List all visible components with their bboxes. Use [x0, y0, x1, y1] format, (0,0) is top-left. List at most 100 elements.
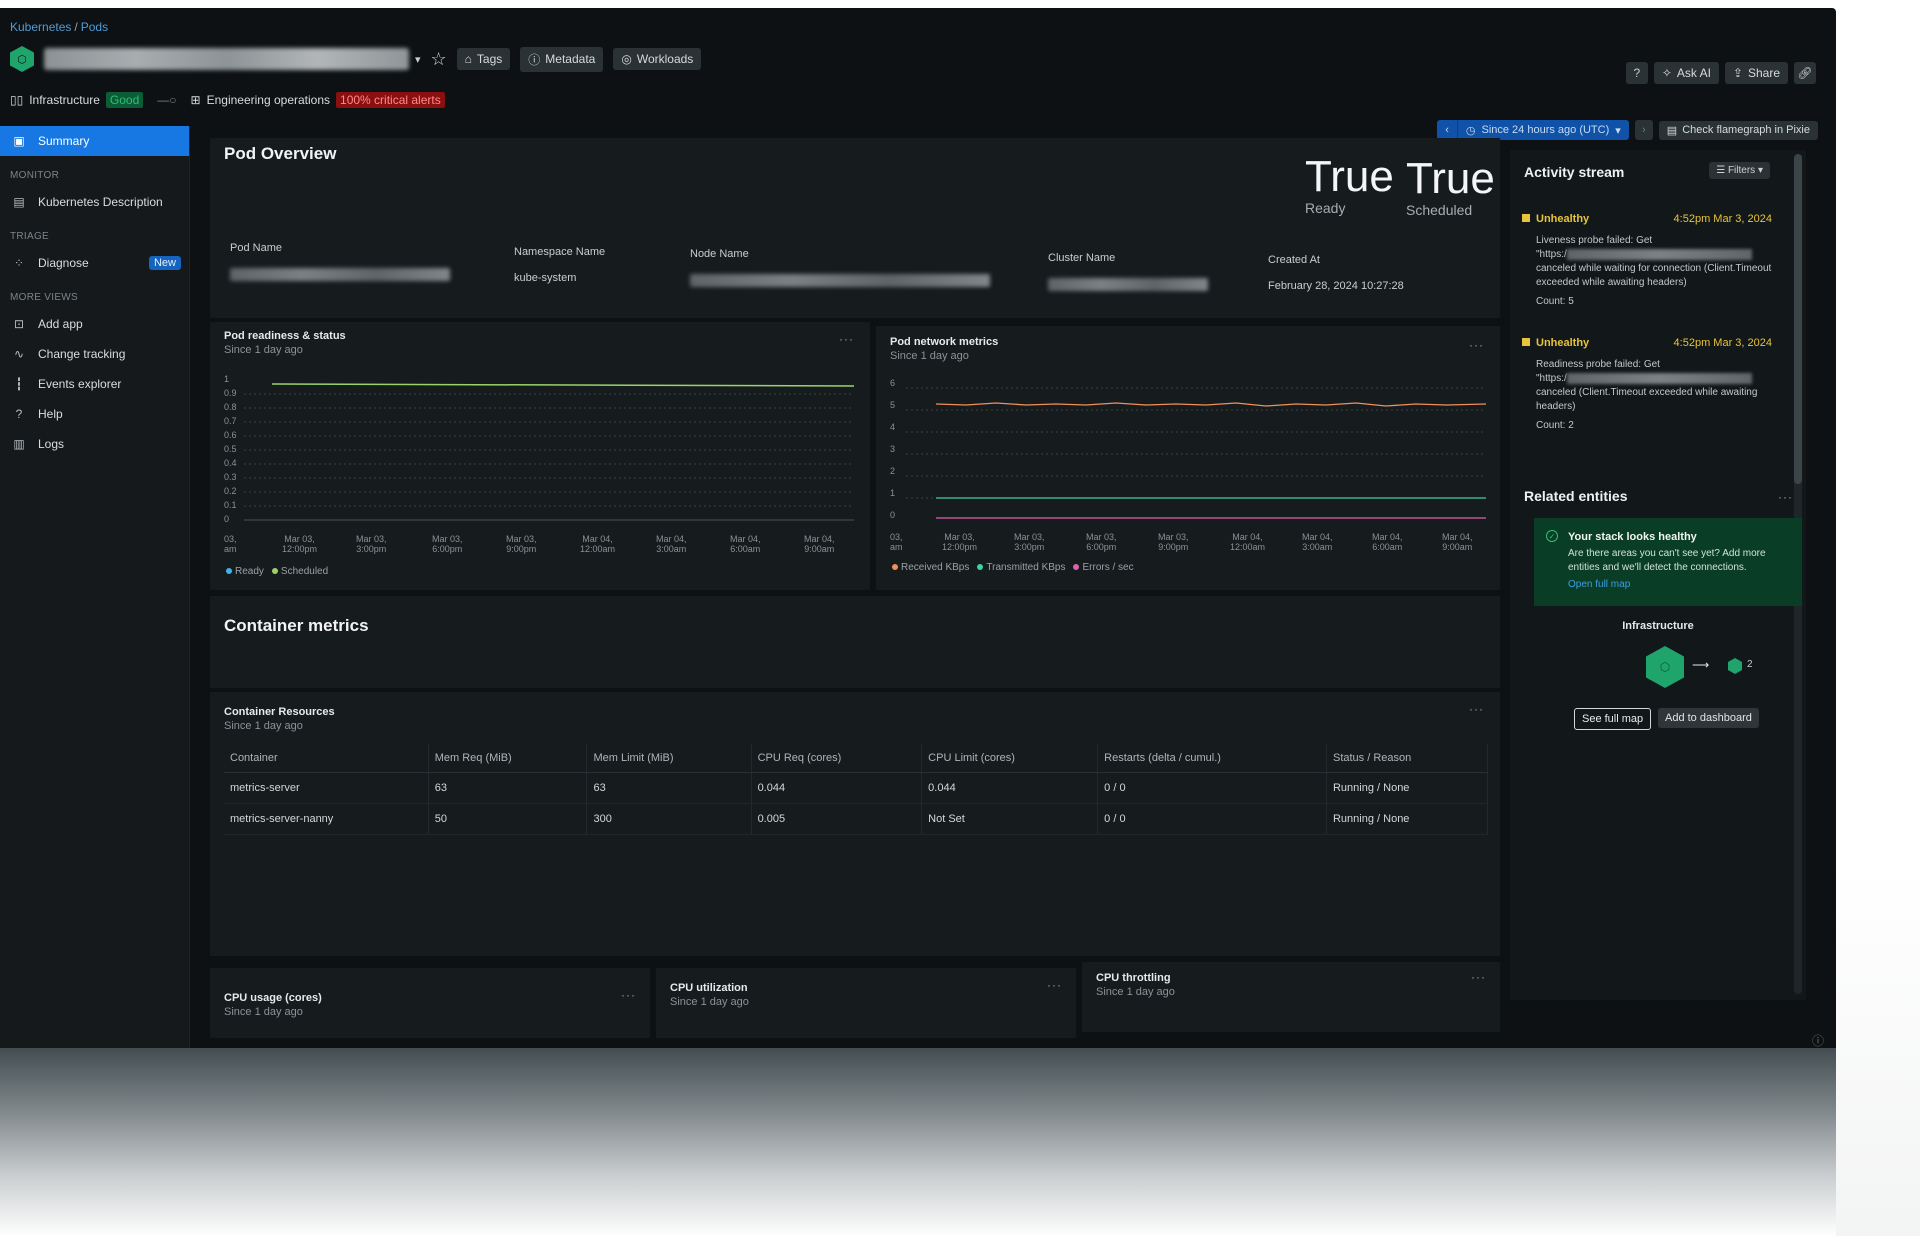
logs-icon: ▥ [13, 437, 25, 451]
events-icon: ┇ [15, 377, 23, 391]
readiness-line-chart [244, 383, 854, 521]
activity-event[interactable]: Unhealthy 4:52pm Mar 3, 2024 Liveness pro… [1522, 212, 1772, 309]
legend-scheduled[interactable]: Scheduled [271, 566, 328, 577]
workload-grid-icon: ⊞ [190, 93, 201, 107]
col-status[interactable]: Status / Reason [1326, 744, 1489, 773]
table-header-row: Container Mem Req (MiB) Mem Limit (MiB) … [224, 744, 1489, 773]
help-button[interactable]: ? [1625, 62, 1648, 84]
add-to-dashboard-button[interactable]: Add to dashboard [1658, 708, 1759, 728]
warning-square-icon [1522, 338, 1530, 346]
pod-name-redacted [230, 268, 450, 281]
share-button[interactable]: ⇪ Share [1724, 62, 1788, 84]
info-icon[interactable]: ⓘ [1811, 1034, 1824, 1048]
infra-status-badge: Good [105, 92, 144, 108]
url-redacted [1566, 248, 1752, 260]
sidebar-item-summary[interactable]: ▣ Summary [0, 126, 189, 156]
legend-transmitted[interactable]: Transmitted KBps [977, 562, 1065, 573]
namespace-field: Namespace Name kube-system [514, 246, 606, 284]
scheduled-stat: True Scheduled [1406, 154, 1495, 218]
infrastructure-map-label: Infrastructure [1622, 620, 1694, 632]
infrastructure-label[interactable]: Infrastructure [29, 93, 100, 107]
breadcrumb: Kubernetes / Pods [10, 20, 109, 34]
related-count: 2 [1747, 659, 1753, 670]
open-full-map-link[interactable]: Open full map [1568, 579, 1631, 590]
filters-button[interactable]: ☰ Filters ▾ [1709, 162, 1770, 179]
sidebar-item-add-app[interactable]: ⊡ Add app [13, 317, 83, 331]
network-legend: Received KBps Transmitted KBps Errors / … [892, 562, 1134, 573]
activity-event[interactable]: Unhealthy 4:52pm Mar 3, 2024 Readiness pr… [1522, 336, 1772, 433]
table-row: metrics-server-nanny 50 300 0.005 Not Se… [224, 803, 1489, 835]
right-panel: Activity stream ☰ Filters ▾ Unhealthy 4:5… [1510, 150, 1806, 1000]
help-icon: ? [15, 407, 23, 421]
document-icon: ▤ [13, 195, 25, 209]
sidebar-item-logs[interactable]: ▥ Logs [13, 437, 65, 451]
workloads-button[interactable]: ◎ Workloads [613, 48, 702, 70]
chevron-down-icon[interactable]: ▾ [415, 53, 421, 66]
sidebar-item-change-tracking[interactable]: ∿ Change tracking [13, 347, 126, 361]
copy-link-button[interactable]: 🔗︎ [1794, 62, 1816, 84]
sparkle-icon: ✧ [1661, 66, 1672, 80]
node-name-field: Node Name [690, 248, 990, 287]
add-app-icon: ⊡ [13, 317, 25, 331]
widget-menu-button[interactable]: ··· [839, 332, 854, 346]
healthy-notice: ✓ Your stack looks healthy Are there are… [1534, 518, 1802, 606]
share-icon: ⇪ [1732, 66, 1743, 80]
workload-label[interactable]: Engineering operations [206, 93, 331, 107]
url-redacted [1566, 372, 1752, 384]
workloads-icon: ◎ [621, 52, 632, 66]
time-next-button[interactable]: › [1634, 120, 1653, 140]
app-window: Kubernetes / Pods ⬡ ▾ ☆ ⌂ Tags ⓘ Metadata ◎ W… [0, 8, 1836, 1048]
legend-errors[interactable]: Errors / sec [1073, 562, 1134, 573]
related-entity-icon[interactable] [1728, 658, 1742, 674]
col-cpu-req[interactable]: CPU Req (cores) [751, 744, 923, 773]
ask-ai-button[interactable]: ✧ Ask AI [1653, 62, 1719, 84]
time-picker[interactable]: ‹ ◷ Since 24 hours ago (UTC) ▾ [1437, 120, 1629, 140]
col-container[interactable]: Container [224, 744, 429, 773]
col-restarts[interactable]: Restarts (delta / cumul.) [1097, 744, 1327, 773]
connector-icon: —○ [157, 93, 177, 107]
metadata-button[interactable]: ⓘ Metadata [520, 46, 604, 72]
entity-title-row: ⬡ ▾ ☆ ⌂ Tags ⓘ Metadata ◎ Workloads [10, 44, 702, 74]
widget-menu-button[interactable]: ··· [1471, 970, 1486, 984]
col-cpu-limit[interactable]: CPU Limit (cores) [921, 744, 1099, 773]
related-menu-button[interactable]: ··· [1778, 490, 1793, 504]
pod-overview-panel: Pod Overview True Ready True Scheduled P… [210, 138, 1500, 318]
activity-stream-title: Activity stream [1524, 164, 1625, 180]
node-name-redacted [690, 274, 990, 287]
ready-stat: True Ready [1305, 152, 1394, 216]
widget-menu-button[interactable]: ··· [621, 988, 636, 1002]
container-metrics-title: Container metrics [224, 616, 369, 635]
pod-entity-icon[interactable]: ⬡ [1646, 646, 1684, 688]
sidebar-item-diagnose[interactable]: ⁘ Diagnose New [0, 248, 189, 278]
legend-received[interactable]: Received KBps [892, 562, 969, 573]
breadcrumb-kubernetes[interactable]: Kubernetes [10, 20, 72, 34]
cluster-name-field: Cluster Name [1048, 252, 1208, 291]
time-prev-button[interactable]: ‹ [1437, 120, 1458, 140]
legend-ready[interactable]: Ready [226, 566, 264, 577]
check-circle-icon: ✓ [1546, 530, 1558, 542]
diagnose-icon: ⁘ [13, 256, 25, 270]
pixie-flamegraph-button[interactable]: ▤ Check flamegraph in Pixie [1658, 120, 1818, 140]
widget-menu-button[interactable]: ··· [1469, 702, 1484, 716]
chevron-down-icon: ▾ [1757, 165, 1763, 176]
cpu-usage-widget: CPU usage (cores) Since 1 day ago ··· [210, 968, 650, 1038]
widget-menu-button[interactable]: ··· [1047, 978, 1062, 992]
sidebar-item-events-explorer[interactable]: ┇ Events explorer [0, 369, 189, 399]
tags-button[interactable]: ⌂ Tags [456, 48, 511, 70]
critical-alerts-badge[interactable]: 100% critical alerts [336, 92, 445, 108]
clock-icon: ◷ [1465, 124, 1476, 137]
widget-menu-button[interactable]: ··· [1469, 338, 1484, 352]
see-full-map-button[interactable]: See full map [1574, 708, 1652, 730]
col-mem-limit[interactable]: Mem Limit (MiB) [586, 744, 752, 773]
star-icon[interactable]: ☆ [430, 48, 447, 69]
sidebar-item-help[interactable]: ? Help [0, 399, 189, 429]
table-row: metrics-server 63 63 0.044 0.044 0 / 0 R… [224, 772, 1489, 804]
reflection-decoration [0, 1048, 1836, 1236]
cube-icon: ⬡ [10, 46, 34, 72]
scrollbar-thumb[interactable] [1794, 154, 1802, 484]
sidebar-item-kubernetes-description[interactable]: ▤ Kubernetes Description [13, 195, 163, 209]
breadcrumb-pods[interactable]: Pods [80, 20, 109, 34]
col-mem-req[interactable]: Mem Req (MiB) [428, 744, 588, 773]
top-right-actions: ? ✧ Ask AI ⇪ Share 🔗︎ [1625, 62, 1816, 84]
cpu-utilization-widget: CPU utilization Since 1 day ago ··· [656, 968, 1076, 1038]
